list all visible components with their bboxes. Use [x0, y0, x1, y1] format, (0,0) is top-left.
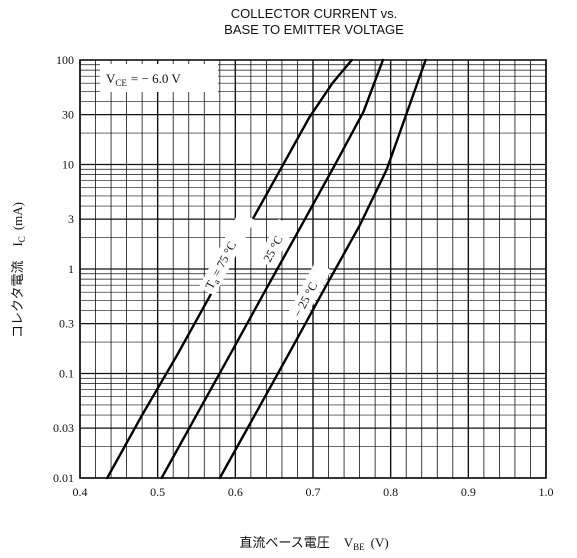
- curve-label-minus25-background: [287, 261, 332, 323]
- y-axis-label-unit: (mA): [10, 202, 25, 230]
- chart-title-line-2: BASE TO EMITTER VOLTAGE: [224, 22, 404, 37]
- curve-label-ta75-subscript: a: [211, 278, 222, 286]
- y-axis-label-subscript: C: [17, 236, 27, 242]
- condition-subscript: CE: [115, 78, 127, 88]
- x-axis-label-subscript: BE: [353, 542, 365, 552]
- x-axis-label-prefix: 直流ベース電圧: [239, 535, 329, 550]
- y-tick-label: 0.3: [59, 317, 74, 331]
- curve-label-25-background: [257, 218, 295, 268]
- x-tick-label: 0.7: [306, 485, 321, 499]
- curve-label-ta75: Ta = 75 °C: [198, 211, 255, 296]
- y-tick-label: 0.01: [53, 471, 74, 485]
- condition-box: VCE = − 6.0 V: [100, 64, 218, 92]
- x-axis-label: 直流ベース電圧 VBE (V): [239, 535, 388, 552]
- y-axis-label-prefix: コレクタ電流: [10, 261, 25, 338]
- y-tick-labels: 100 30 10 3 1 0.3 0.1 0.03 0.01: [53, 53, 74, 485]
- y-tick-label: 30: [62, 108, 74, 122]
- x-tick-labels: 0.4 0.5 0.6 0.7 0.8 0.9 1.0: [73, 485, 554, 499]
- curve-label-ta75-value: = 75 °C: [208, 239, 239, 281]
- curve-series-2: [218, 58, 427, 480]
- curve-series-1: [160, 58, 385, 480]
- x-tick-label: 0.8: [383, 485, 398, 499]
- plot-frame: [79, 59, 547, 479]
- x-tick-label: 0.6: [228, 485, 243, 499]
- condition-symbol: V: [106, 71, 116, 86]
- curve-label-minus25-text: − 25 °C: [290, 280, 320, 320]
- condition-value: = − 6.0 V: [131, 71, 181, 86]
- condition-label: VCE = − 6.0 V: [106, 71, 181, 88]
- y-tick-label: 1: [68, 262, 74, 276]
- y-tick-label: 0.03: [53, 421, 74, 435]
- x-axis-label-symbol: V: [344, 535, 354, 550]
- y-axis-label: コレクタ電流 IC (mA): [10, 202, 27, 338]
- x-axis-label-unit: (V): [371, 535, 389, 550]
- x-tick-label: 1.0: [539, 485, 554, 499]
- curve-label-25: 25 °C: [257, 218, 295, 268]
- y-tick-label: 3: [68, 212, 74, 226]
- y-axis-label-symbol: I: [10, 242, 25, 246]
- chart-title-line-1: COLLECTOR CURRENT vs.: [231, 6, 397, 21]
- y-tick-label: 0.1: [59, 367, 74, 381]
- condition-box-background: [100, 64, 218, 92]
- y-tick-label: 10: [62, 158, 74, 172]
- y-tick-label: 100: [56, 53, 74, 67]
- curve-label-ta75-background: [198, 211, 255, 296]
- x-tick-label: 0.9: [461, 485, 476, 499]
- x-tick-label: 0.5: [150, 485, 165, 499]
- x-tick-label: 0.4: [73, 485, 88, 499]
